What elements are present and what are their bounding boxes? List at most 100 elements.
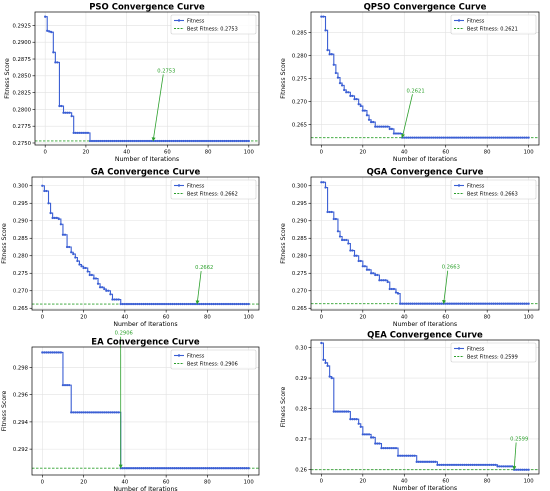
legend-box [450,342,537,363]
legend-fitness-marker [457,184,461,187]
x-tick-label: 80 [204,480,211,486]
fitness-point [488,302,491,305]
fitness-point [129,302,133,306]
fitness-point [174,139,177,143]
fitness-point [367,268,371,271]
legend-fitness-marker [177,19,181,22]
fitness-point [465,136,468,139]
fitness-curve [321,181,529,305]
fitness-point [500,465,503,468]
fitness-point [56,61,59,64]
fitness-point [510,465,514,468]
fitness-point [224,467,228,470]
plot-frame [31,176,260,311]
fitness-point [440,136,443,139]
fitness-curve [42,351,249,469]
fitness-point [129,467,133,470]
fitness-point [479,136,483,139]
fitness-point [231,302,234,306]
legend-box [450,14,537,35]
fitness-point [428,136,431,139]
fitness-point [227,139,230,143]
fitness-point [185,467,188,470]
x-axis-label: Number of Iterations [113,321,177,328]
fitness-point [398,454,402,457]
fitness-point [225,139,228,143]
fitness-point [448,463,452,467]
chart-panel-ea: 0 20 40 60 80 100 0.292 0.294 0.296 0.298 0.2906 Fi… [1,331,260,491]
fitness-point [148,467,151,470]
fitness-point [167,302,170,306]
fitness-point [490,136,493,139]
fitness-point [131,139,134,143]
fitness-point [340,410,344,413]
fitness-point [65,383,69,387]
fitness-point [525,302,528,305]
fitness-point [84,411,87,414]
fitness-point [506,465,510,468]
fitness-point [351,418,354,421]
fitness-point [171,467,174,470]
x-tick-label: 100 [524,479,535,485]
legend-fitness-label: Fitness [187,183,205,189]
y-axis-label: Fitness Score [4,58,11,99]
fitness-point [206,467,209,470]
y-tick-label: 0.275 [13,271,28,277]
fitness-point [186,139,189,143]
fitness-point [510,136,514,139]
fitness-point [459,136,462,139]
fitness-point [415,136,418,139]
fitness-point [463,136,466,139]
x-tick-label: 20 [83,150,90,156]
fitness-point [405,302,408,305]
plot-frame [31,346,260,476]
fitness-point [436,463,439,467]
y-tick-label: 0.285 [292,31,307,37]
fitness-point [367,433,371,436]
fitness-point [245,467,248,470]
x-tick-label: 40 [401,479,408,485]
fitness-point [483,463,487,467]
chart-panel-qea: 0 20 40 60 80 100 0.26 0.27 0.28 0.29 0.30 0.2599 Fi… [280,331,540,491]
fitness-point [355,254,358,257]
fitness-point [413,136,416,139]
fitness-point [82,266,85,270]
fitness-point [48,30,51,33]
fitness-point [452,302,456,305]
fitness-point [121,302,124,306]
x-tick-label: 100 [244,315,255,321]
fitness-point [386,280,389,284]
fitness-point [98,286,102,289]
fitness-point [343,238,346,242]
fitness-point [345,238,348,242]
x-tick-label: 0 [41,315,45,321]
fitness-point [378,125,381,128]
fitness-point [233,467,236,470]
fitness-point [178,139,181,143]
fitness-point [166,139,169,143]
fitness-point [141,139,145,143]
best-annotation-label: 0.2599 [510,437,528,443]
fitness-point [61,383,65,387]
x-tick-label: 60 [163,315,170,321]
fitness-point [210,467,213,470]
fitness-point [407,136,410,139]
fitness-point [113,139,116,143]
fitness-point [494,302,497,305]
fitness-point [394,291,398,294]
fitness-point [434,460,437,463]
fitness-point [235,467,238,470]
fitness-point [502,465,505,468]
fitness-point [45,189,48,193]
fitness-point [78,263,81,266]
fitness-point [521,468,524,471]
fitness-point [502,136,505,139]
fitness-point [191,467,195,470]
fitness-point [486,463,489,467]
fitness-point [179,467,182,470]
fitness-point [145,139,149,143]
fitness-point [345,410,348,413]
fitness-point [320,341,323,345]
fitness-point [51,216,54,220]
